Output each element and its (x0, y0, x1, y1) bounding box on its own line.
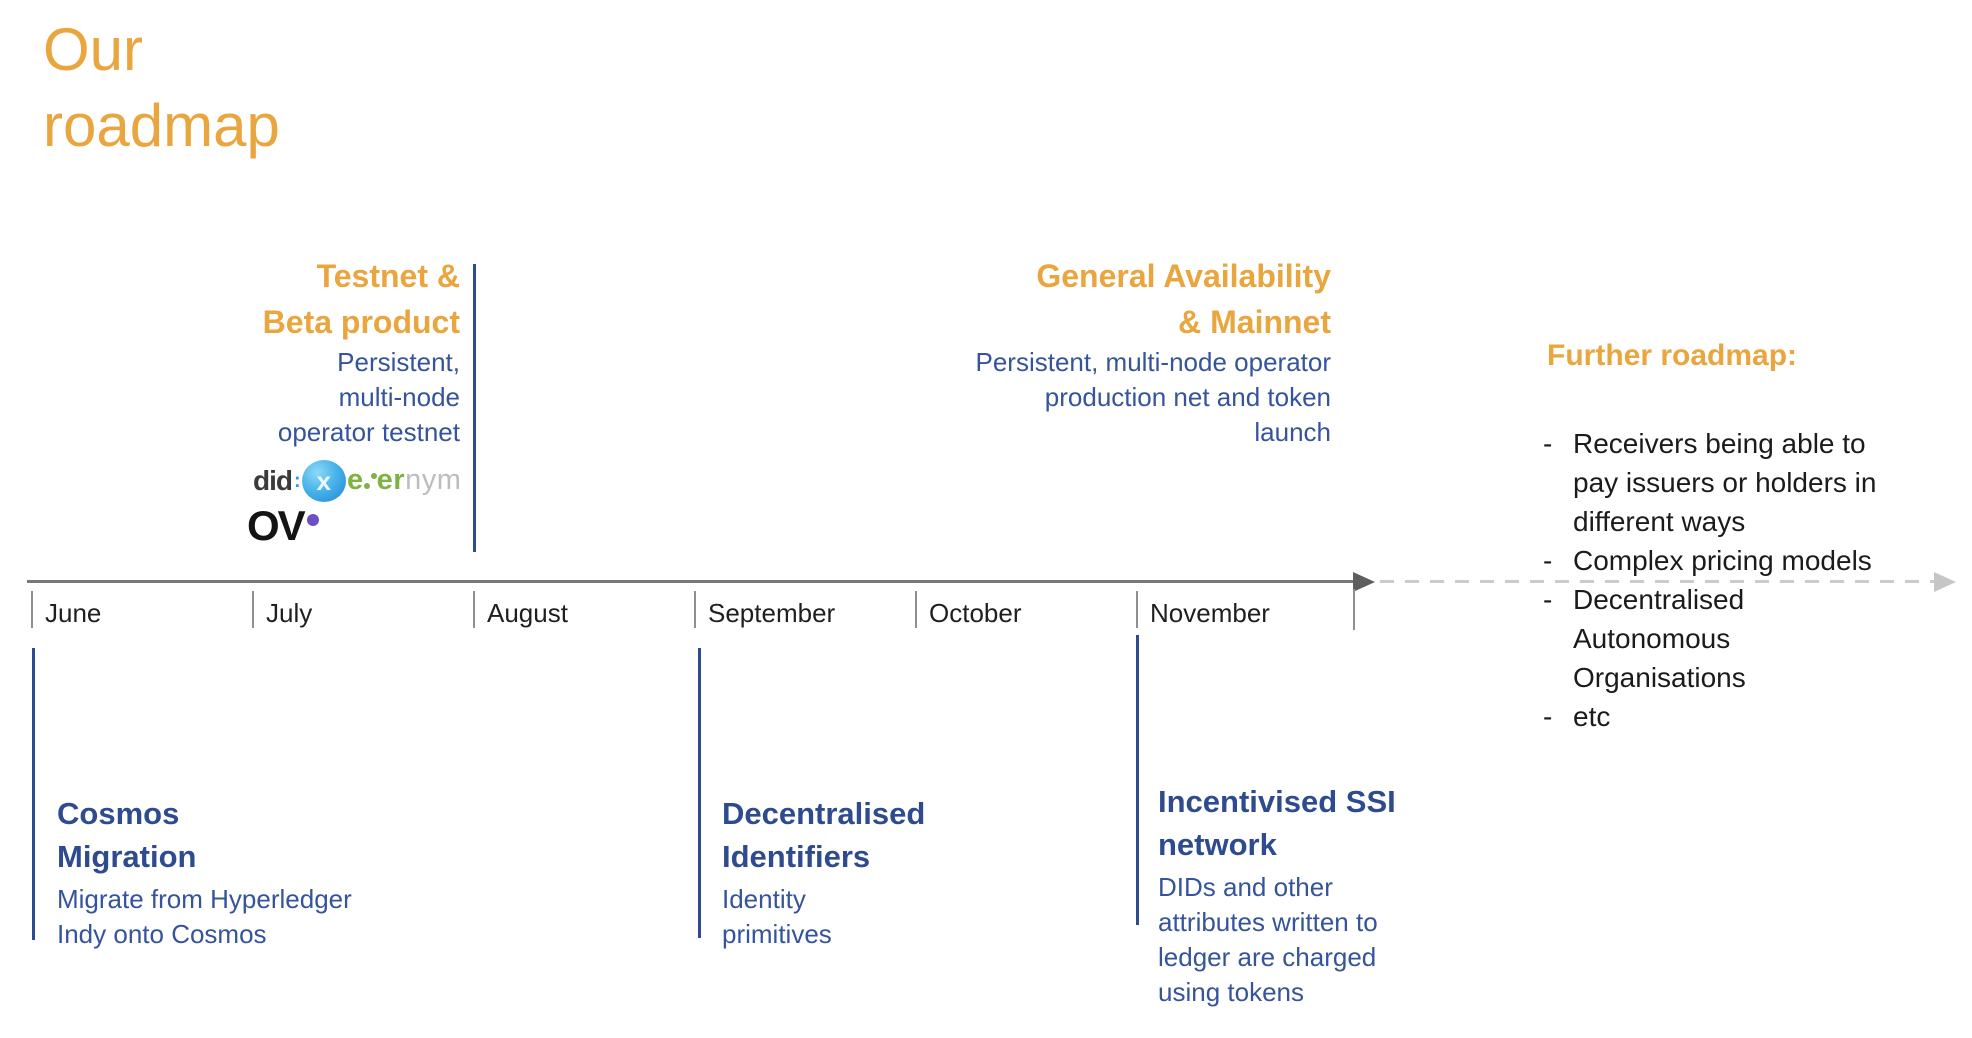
testnet-milestone-vline (473, 264, 476, 552)
didx-logo-x: x (316, 466, 331, 496)
evernym-logo: e er nym (347, 464, 461, 497)
bullet-dash: - (1543, 701, 1553, 732)
page-title: Our roadmap (43, 16, 280, 159)
tick-june (31, 591, 33, 628)
tick-july (252, 591, 254, 628)
didx-logo: did : x (253, 458, 346, 504)
milestone-ga-description: Persistent, multi-node operator producti… (975, 347, 1331, 447)
ov-logo: OV (247, 504, 319, 548)
milestone-cosmos-heading: Cosmos Migration (57, 796, 197, 874)
timeline-axis (27, 580, 1353, 583)
evernym-logo-e: e (347, 464, 364, 496)
tick-september (694, 591, 696, 628)
tick-november (1136, 591, 1138, 628)
further-roadmap-item: - Receivers being able to pay issuers or… (1543, 424, 1953, 541)
timeline-arrowhead-icon (1353, 572, 1375, 592)
further-item-text: Receivers being able to pay issuers or h… (1573, 428, 1877, 537)
month-label-june: June (45, 598, 102, 628)
milestone-ga-heading: General Availability & Mainnet (1036, 258, 1331, 340)
evernym-v-dots-icon (363, 470, 377, 492)
month-label-july: July (266, 598, 313, 628)
evernym-logo-nym: nym (405, 464, 462, 496)
further-roadmap-item: - etc (1543, 697, 1953, 736)
milestone-testnet-beta: Testnet & Beta product Persistent, multi… (150, 253, 460, 450)
ov-logo-dot-icon (306, 514, 319, 526)
bullet-dash: - (1543, 545, 1553, 576)
month-label-november: November (1150, 598, 1270, 628)
tick-timeline-end (1353, 589, 1355, 630)
did-milestone-vline (698, 648, 701, 938)
bullet-dash: - (1543, 584, 1553, 615)
further-item-text: etc (1573, 701, 1611, 732)
didx-logo-icon: x (301, 460, 346, 502)
milestone-general-availability: General Availability & Mainnet Persisten… (881, 253, 1331, 450)
further-roadmap-heading: Further roadmap: (1547, 339, 1798, 372)
ov-logo-text: OV (247, 502, 306, 549)
milestone-ssi-description: DIDs and other attributes written to led… (1158, 872, 1378, 1007)
didx-logo-text: did (253, 465, 293, 496)
milestone-ssi-heading: Incentivised SSI network (1158, 784, 1396, 862)
tick-august (473, 591, 475, 628)
evernym-logo-er: er (376, 464, 406, 496)
cosmos-milestone-vline (32, 648, 35, 940)
milestone-testnet-description: Persistent, multi-node operator testnet (277, 347, 460, 447)
further-roadmap-item: - Decentralised Autonomous Organisations (1543, 580, 1953, 697)
timeline-dashed-future (1380, 580, 1934, 583)
further-roadmap-item: - Complex pricing models (1543, 541, 1953, 580)
bullet-dash: - (1543, 428, 1553, 459)
milestone-incentivised-ssi: Incentivised SSI network DIDs and other … (1158, 780, 1488, 1010)
milestone-did-description: Identity primitives (722, 884, 832, 949)
milestone-cosmos-description: Migrate from Hyperledger Indy onto Cosmo… (57, 884, 352, 949)
timeline-future-arrowhead-icon (1934, 572, 1956, 592)
month-label-september: September (708, 598, 836, 628)
milestone-decentralised-identifiers: Decentralised Identifiers Identity primi… (722, 792, 1082, 952)
further-item-text: Decentralised Autonomous Organisations (1573, 584, 1746, 693)
milestone-did-heading: Decentralised Identifiers (722, 796, 926, 874)
milestone-cosmos-migration: Cosmos Migration Migrate from Hyperledge… (57, 792, 417, 952)
milestone-testnet-heading: Testnet & Beta product (262, 258, 460, 340)
further-roadmap-list: - Receivers being able to pay issuers or… (1543, 424, 1953, 736)
further-item-text: Complex pricing models (1573, 545, 1872, 576)
didx-logo-colon: : (294, 469, 301, 492)
ssi-milestone-vline (1136, 635, 1139, 925)
month-label-october: October (929, 598, 1022, 628)
tick-october (915, 591, 917, 628)
month-label-august: August (487, 598, 568, 628)
